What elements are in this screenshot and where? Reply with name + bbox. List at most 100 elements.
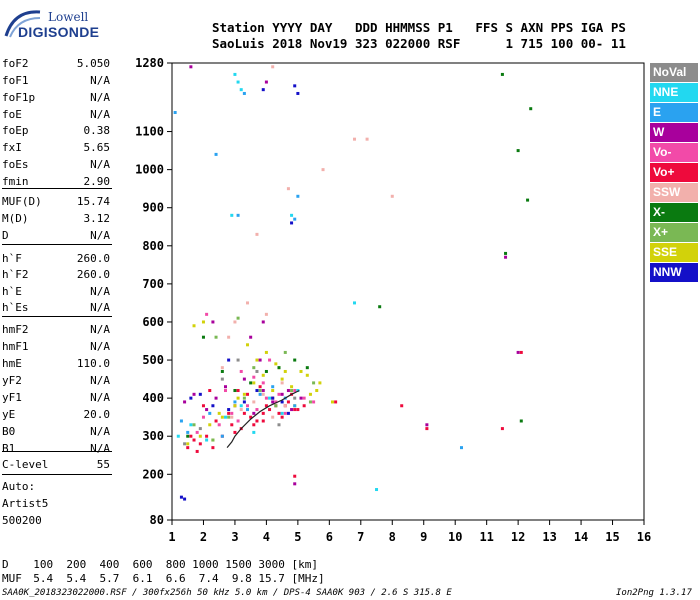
param-row: yE 20.0 (2, 408, 110, 425)
param-row: h`E N/A (2, 285, 110, 302)
echo-point-w (249, 335, 253, 339)
echo-point-x (201, 335, 205, 339)
param-row: h`Es N/A (2, 301, 110, 318)
echo-point-noval (220, 377, 224, 381)
echo-point-nne (296, 389, 300, 393)
param-value: N/A (90, 108, 110, 121)
echo-point-ssw (321, 168, 325, 172)
echo-point-x (211, 438, 215, 442)
echo-point-vo (264, 404, 268, 408)
x-tick-label: 5 (294, 530, 301, 544)
echo-point-ssw (280, 381, 284, 385)
echo-point-ssw (365, 137, 369, 141)
legend-item-sse: SSE (650, 243, 698, 262)
param-value: 20.0 (83, 408, 111, 421)
echo-point-ssw (246, 301, 250, 305)
echo-point-e (236, 213, 240, 217)
echo-point-nnw (183, 497, 187, 501)
param-name: C-level (2, 458, 49, 471)
legend-item-x: X+ (650, 223, 698, 242)
echo-point-nnw (271, 396, 275, 400)
param-row: fmin 2.90 (2, 175, 110, 192)
echo-point-x (264, 369, 268, 373)
echo-point-x (236, 316, 240, 320)
param-value: N/A (90, 323, 110, 336)
param-name: foE (2, 108, 22, 121)
echo-point-vo (239, 369, 243, 373)
param-name: hmF2 (2, 323, 29, 336)
echo-point-nne (223, 415, 227, 419)
param-value: N/A (90, 301, 110, 314)
header-line-2: SaoLuis 2018 Nov19 323 022000 RSF 1 715 … (212, 36, 626, 51)
echo-point-vo (283, 411, 287, 415)
echo-point-vo (230, 423, 234, 427)
param-value: 5.050 (76, 57, 110, 70)
y-tick-label: 200 (142, 467, 164, 481)
trace-line (226, 389, 300, 448)
echo-point-vo (249, 415, 253, 419)
param-name: foEs (2, 158, 29, 171)
param-value: 0.38 (83, 124, 111, 137)
echo-point-vo (293, 389, 297, 393)
echo-point-ssw (255, 232, 259, 236)
echo-point-w (271, 400, 275, 404)
param-name: B0 (2, 425, 16, 438)
param-row: foF2 5.050 (2, 57, 110, 74)
footer-file-info: SAA0K_2018323022000.RSF / 300fx256h 50 k… (2, 588, 452, 598)
echo-point-nnw (198, 392, 202, 396)
param-name: fmin (2, 175, 29, 188)
echo-point-w (286, 389, 290, 393)
echo-point-vo (258, 385, 262, 389)
echo-point-vo (293, 474, 297, 478)
echo-point-ssw (261, 392, 265, 396)
echo-point-vo (274, 400, 278, 404)
echo-point-w (504, 255, 508, 259)
echo-point-x (186, 434, 190, 438)
echo-point-e (271, 385, 275, 389)
echo-point-nnw (290, 221, 294, 225)
echo-point-sse (261, 373, 265, 377)
echo-point-vo (227, 411, 231, 415)
param-name: foF1p (2, 91, 36, 104)
echo-point-nnw (261, 88, 265, 92)
echo-point-vo (217, 423, 221, 427)
legend-item-x: X- (650, 203, 698, 222)
echo-point-vo (261, 381, 265, 385)
param-name: h`F2 (2, 268, 29, 281)
echo-point-vo (252, 423, 256, 427)
echo-point-sse (318, 381, 322, 385)
echo-point-x (252, 366, 256, 370)
y-tick-label: 400 (142, 391, 164, 405)
echo-point-nnw (280, 400, 284, 404)
echo-point-w (192, 392, 196, 396)
echo-point-e (293, 217, 297, 221)
echo-point-sse (242, 392, 246, 396)
param-name: foF1 (2, 74, 29, 87)
echo-point-nnw (255, 389, 259, 393)
echo-point-x (516, 149, 520, 153)
echo-point-sse (192, 324, 196, 328)
echo-point-vo (280, 415, 284, 419)
echo-point-e (214, 152, 218, 156)
plot-frame (171, 62, 645, 521)
echo-point-w (264, 80, 268, 84)
echo-point-ssw (271, 415, 275, 419)
param-name: yE (2, 408, 16, 421)
echo-point-noval (183, 442, 187, 446)
echo-point-ssw (390, 194, 394, 198)
echo-point-nne (239, 88, 243, 92)
echo-point-x (274, 404, 278, 408)
x-tick-label: 7 (357, 530, 364, 544)
echo-point-vo (255, 419, 259, 423)
echo-point-vo (425, 427, 429, 431)
x-tick-label: 3 (231, 530, 238, 544)
param-row: D N/A (2, 229, 110, 246)
echo-point-e (233, 400, 237, 404)
x-tick-label: 13 (542, 530, 556, 544)
echo-point-nnw (227, 408, 231, 412)
echo-point-vo (293, 408, 297, 412)
legend-item-w: W (650, 123, 698, 142)
echo-point-x (277, 366, 281, 370)
echo-point-sse (186, 442, 190, 446)
echo-point-e (459, 446, 463, 450)
